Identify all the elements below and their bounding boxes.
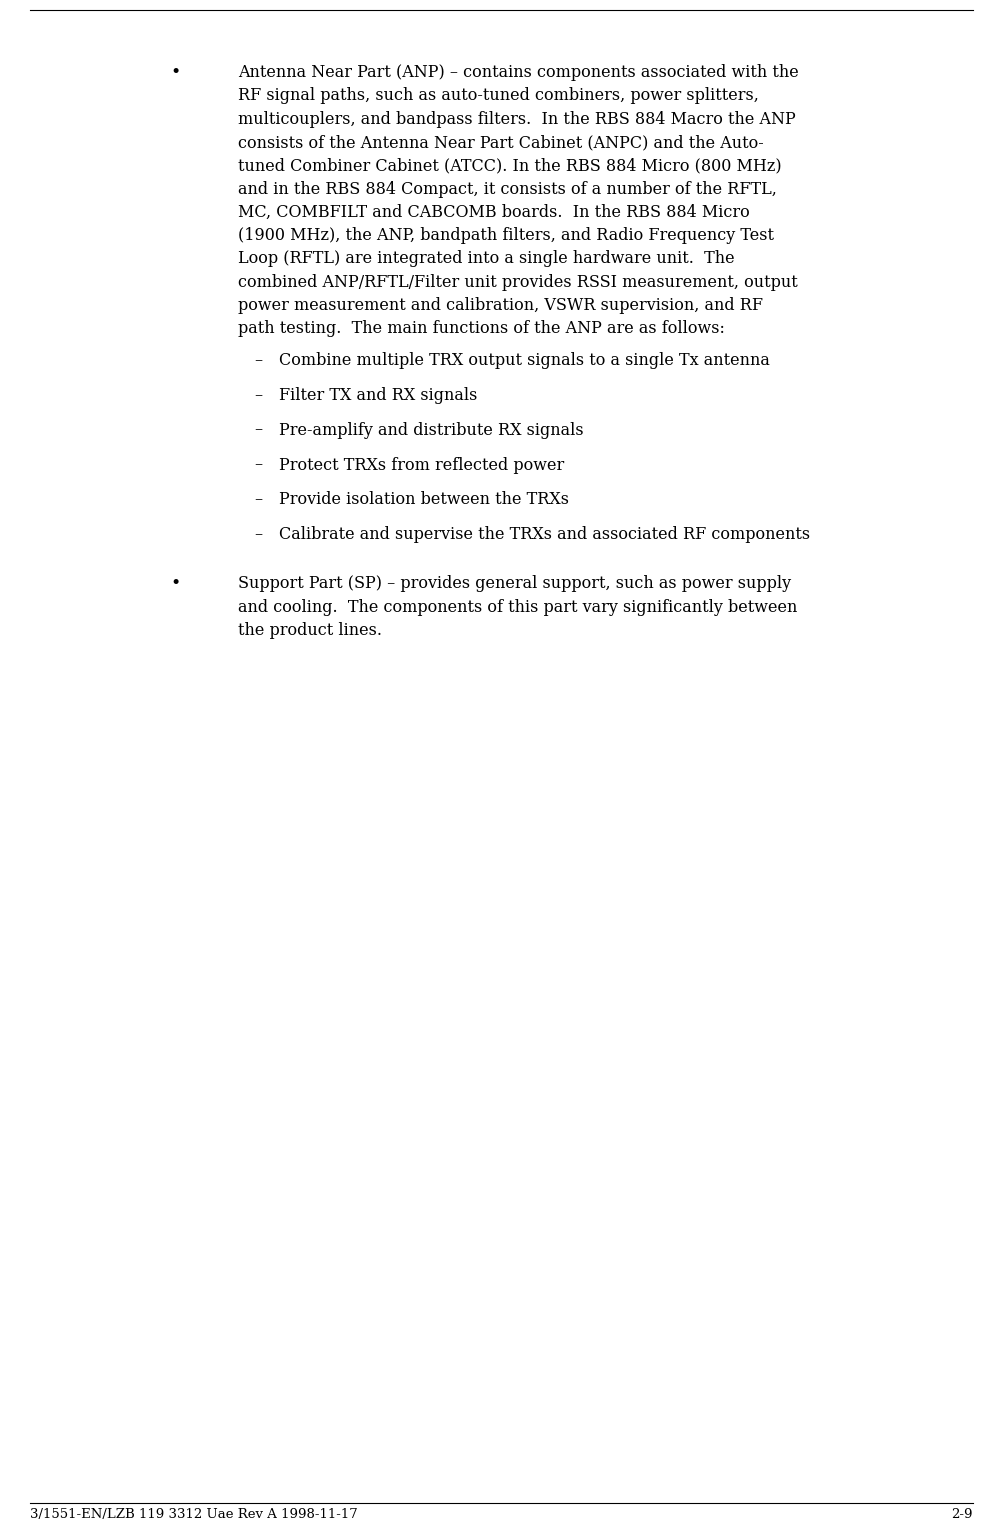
Text: Provide isolation between the TRXs: Provide isolation between the TRXs (279, 492, 568, 508)
Text: the product lines.: the product lines. (237, 621, 382, 638)
Text: Protect TRXs from reflected power: Protect TRXs from reflected power (279, 457, 563, 473)
Text: –: – (255, 386, 263, 403)
Text: MC, COMBFILT and CABCOMB boards.  In the RBS 884 Micro: MC, COMBFILT and CABCOMB boards. In the … (237, 203, 748, 221)
Text: consists of the Antenna Near Part Cabinet (ANPC) and the Auto-: consists of the Antenna Near Part Cabine… (237, 134, 763, 151)
Text: •: • (170, 576, 180, 592)
Text: and in the RBS 884 Compact, it consists of a number of the RFTL,: and in the RBS 884 Compact, it consists … (237, 180, 776, 197)
Text: Pre-amplify and distribute RX signals: Pre-amplify and distribute RX signals (279, 421, 583, 438)
Text: 2-9: 2-9 (951, 1507, 972, 1521)
Text: tuned Combiner Cabinet (ATCC). In the RBS 884 Micro (800 MHz): tuned Combiner Cabinet (ATCC). In the RB… (237, 157, 781, 174)
Text: •: • (170, 64, 180, 81)
Text: Support Part (SP) – provides general support, such as power supply: Support Part (SP) – provides general sup… (237, 576, 790, 592)
Text: Combine multiple TRX output signals to a single Tx antenna: Combine multiple TRX output signals to a… (279, 351, 769, 368)
Text: 3/1551-EN/LZB 119 3312 Uae Rev A 1998-11-17: 3/1551-EN/LZB 119 3312 Uae Rev A 1998-11… (30, 1507, 358, 1521)
Text: (1900 MHz), the ANP, bandpath filters, and Radio Frequency Test: (1900 MHz), the ANP, bandpath filters, a… (237, 228, 773, 244)
Text: Loop (RFTL) are integrated into a single hardware unit.  The: Loop (RFTL) are integrated into a single… (237, 250, 733, 267)
Text: Filter TX and RX signals: Filter TX and RX signals (279, 386, 477, 403)
Text: path testing.  The main functions of the ANP are as follows:: path testing. The main functions of the … (237, 321, 723, 337)
Text: RF signal paths, such as auto-tuned combiners, power splitters,: RF signal paths, such as auto-tuned comb… (237, 87, 758, 104)
Text: –: – (255, 351, 263, 368)
Text: –: – (255, 527, 263, 544)
Text: and cooling.  The components of this part vary significantly between: and cooling. The components of this part… (237, 599, 797, 615)
Text: Antenna Near Part (ANP) – contains components associated with the: Antenna Near Part (ANP) – contains compo… (237, 64, 798, 81)
Text: power measurement and calibration, VSWR supervision, and RF: power measurement and calibration, VSWR … (237, 296, 762, 315)
Text: –: – (255, 492, 263, 508)
Text: multicouplers, and bandpass filters.  In the RBS 884 Macro the ANP: multicouplers, and bandpass filters. In … (237, 110, 795, 128)
Text: combined ANP/RFTL/Filter unit provides RSSI measurement, output: combined ANP/RFTL/Filter unit provides R… (237, 273, 797, 290)
Text: –: – (255, 421, 263, 438)
Text: Calibrate and supervise the TRXs and associated RF components: Calibrate and supervise the TRXs and ass… (279, 527, 810, 544)
Text: –: – (255, 457, 263, 473)
